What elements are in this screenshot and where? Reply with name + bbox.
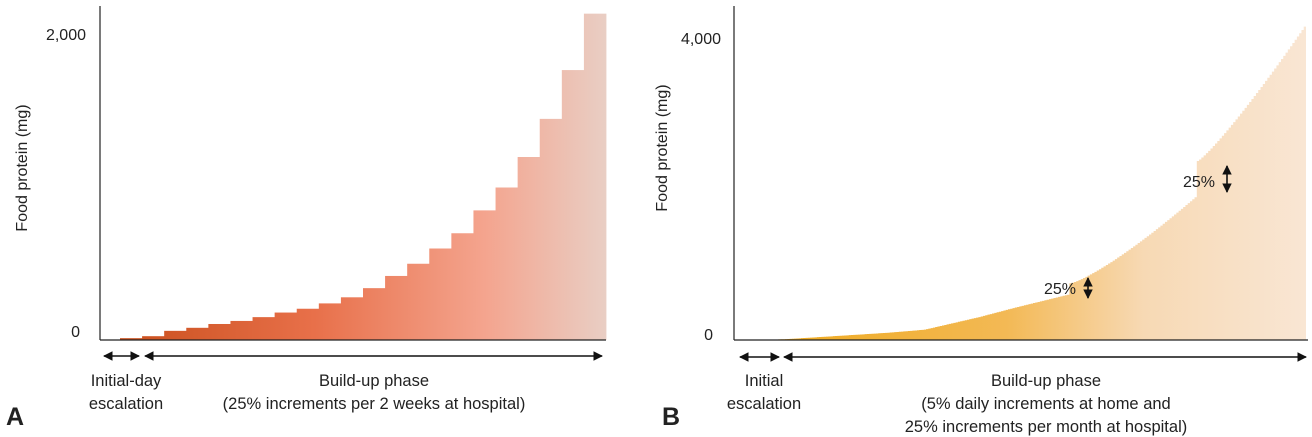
- chart-a-ylabel: Food protein (mg): [14, 104, 31, 231]
- chart-a-buildup-caption-1: Build-up phase: [319, 372, 429, 390]
- chart-a-bar: [120, 338, 143, 340]
- chart-b-ytick-4000: 4,000: [681, 31, 721, 48]
- chart-b-ytick-0: 0: [704, 327, 713, 344]
- chart-a: 2,000 0 Food protein (mg) Initial-day es…: [6, 6, 607, 431]
- chart-a-bar: [473, 210, 496, 341]
- chart-b-annotation-1: 25%: [1044, 281, 1076, 298]
- chart-a-bar: [318, 303, 342, 340]
- chart-a-bar: [252, 317, 276, 341]
- chart-a-buildup-caption-2: (25% increments per 2 weeks at hospital): [223, 395, 526, 413]
- chart-a-bar: [451, 233, 474, 340]
- chart-b: 4,000 0 Food protein (mg) 25% 25% Initia…: [654, 6, 1308, 436]
- chart-a-bar: [164, 330, 187, 340]
- chart-a-bar: [385, 275, 408, 340]
- chart-a-bar: [561, 70, 585, 340]
- panel-label-b: B: [662, 403, 680, 431]
- chart-a-bar: [517, 157, 541, 340]
- chart-a-bar: [539, 118, 563, 341]
- chart-b-area: [760, 26, 1306, 341]
- chart-b-initial-caption-1: Initial: [745, 372, 784, 390]
- chart-a-bar: [363, 288, 386, 340]
- chart-b-initial-caption-2: escalation: [727, 395, 801, 413]
- chart-b-buildup-caption-2: (5% daily increments at home and: [921, 395, 1170, 413]
- chart-a-bars: [120, 13, 607, 341]
- chart-a-bar: [274, 312, 298, 340]
- chart-a-bar: [340, 297, 364, 340]
- chart-a-bar: [407, 263, 430, 340]
- chart-a-initial-caption-1: Initial-day: [91, 372, 162, 390]
- chart-a-bar: [429, 248, 452, 340]
- chart-b-buildup-caption-1: Build-up phase: [991, 372, 1101, 390]
- chart-a-bar: [583, 13, 607, 341]
- chart-a-bar: [230, 320, 253, 340]
- chart-a-initial-caption-2: escalation: [89, 395, 163, 413]
- chart-a-bar: [186, 327, 209, 340]
- chart-b-annotation-2: 25%: [1183, 174, 1215, 191]
- chart-a-ytick-2000: 2,000: [46, 27, 86, 44]
- panel-label-a: A: [6, 403, 24, 431]
- chart-b-buildup-caption-3: 25% increments per month at hospital): [905, 418, 1187, 436]
- chart-a-bar: [142, 336, 165, 340]
- chart-a-bar: [296, 308, 320, 340]
- chart-a-bar: [208, 323, 231, 340]
- chart-a-bar: [495, 187, 519, 340]
- chart-a-ytick-0: 0: [71, 324, 80, 341]
- chart-b-ylabel: Food protein (mg): [654, 84, 671, 211]
